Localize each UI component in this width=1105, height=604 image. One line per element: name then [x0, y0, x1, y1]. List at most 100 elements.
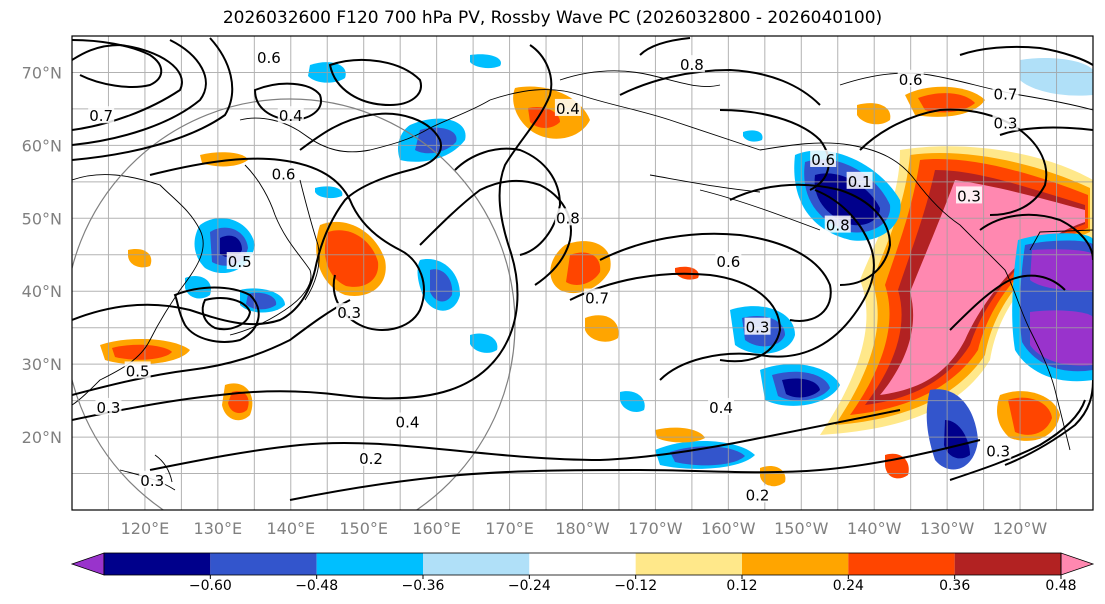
colorbar-tick-label: −0.24	[508, 578, 551, 594]
contour-label: 0.3	[985, 441, 1012, 461]
svg-text:0.6: 0.6	[257, 49, 281, 67]
svg-text:0.3: 0.3	[140, 472, 164, 490]
colorbar-segment	[104, 553, 211, 575]
contour-label: 0.3	[744, 317, 771, 337]
contour-label: 0.6	[897, 69, 924, 89]
lat-tick-label: 60°N	[22, 136, 62, 155]
svg-text:0.3: 0.3	[97, 399, 121, 417]
svg-text:0.3: 0.3	[986, 443, 1010, 461]
contour-label: 0.8	[678, 55, 705, 74]
svg-text:0.6: 0.6	[272, 166, 296, 184]
colorbar: −0.60 −0.48 −0.36 −0.24 −0.12 0.12 0.24 0.36 0.4…	[70, 552, 1095, 594]
colorbar-segment	[423, 553, 530, 575]
colorbar-tick-label: −0.60	[189, 578, 232, 594]
svg-text:0.4: 0.4	[709, 399, 733, 417]
colorbar-tick-label: −0.48	[295, 578, 338, 594]
lon-tick-label: 120°W	[993, 519, 1048, 538]
lon-tick-label: 180°W	[555, 519, 610, 538]
colorbar-tick-label: 0.24	[833, 578, 864, 594]
lon-tick-label: 130°W	[920, 519, 975, 538]
contour-label: 0.1	[846, 171, 873, 191]
svg-text:0.3: 0.3	[337, 304, 361, 322]
svg-text:0.3: 0.3	[957, 187, 981, 205]
colorbar-tick-label: 0.12	[726, 578, 757, 594]
contour-label: 0.2	[358, 448, 385, 468]
svg-text:0.3: 0.3	[994, 115, 1018, 133]
colorbar-tick-label: −0.12	[614, 578, 657, 594]
lat-tick-label: 70°N	[22, 63, 62, 82]
svg-text:0.5: 0.5	[228, 253, 252, 271]
latitude-axis: 70°N 60°N 50°N 40°N 30°N 20°N	[22, 63, 62, 447]
contour-label: 0.3	[336, 303, 363, 322]
map-frame	[71, 35, 1094, 511]
svg-text:0.1: 0.1	[848, 173, 872, 191]
contour-label: 0.3	[95, 397, 122, 417]
svg-text:0.8: 0.8	[556, 209, 580, 227]
lon-tick-label: 170°W	[628, 519, 683, 538]
lon-tick-label: 120°E	[121, 519, 170, 538]
colorbar-segment	[954, 553, 1061, 575]
lon-tick-label: 170°E	[485, 519, 534, 538]
svg-text:0.8: 0.8	[826, 217, 850, 235]
svg-text:0.8: 0.8	[680, 56, 704, 74]
lon-tick-label: 160°W	[701, 519, 756, 538]
contour-label: 0.6	[270, 164, 297, 184]
lon-tick-label: 130°E	[194, 519, 243, 538]
svg-text:0.4: 0.4	[556, 100, 580, 118]
contour-label: 0.7	[88, 106, 115, 125]
contour-label: 0.4	[277, 106, 304, 125]
contour-label: 0.6	[810, 149, 837, 169]
lon-tick-label: 150°W	[774, 519, 829, 538]
lat-tick-label: 40°N	[22, 282, 62, 301]
lat-tick-label: 20°N	[22, 428, 62, 447]
contour-label: 0.2	[744, 485, 771, 504]
svg-text:0.6: 0.6	[716, 253, 740, 271]
lon-tick-label: 160°E	[412, 519, 461, 538]
colorbar-segment	[210, 553, 317, 575]
svg-text:0.5: 0.5	[126, 362, 150, 380]
map-title: 2026032600 F120 700 hPa PV, Rossby Wave …	[222, 8, 883, 28]
colorbar-segment	[635, 553, 742, 575]
svg-text:0.6: 0.6	[899, 71, 923, 89]
coastlines	[72, 70, 1093, 491]
svg-text:0.3: 0.3	[746, 319, 770, 337]
colorbar-segment	[529, 553, 636, 575]
longitude-axis: 120°E 130°E 140°E 150°E 160°E 170°E 180°W 170°W…	[121, 519, 1048, 538]
svg-text:0.7: 0.7	[585, 290, 609, 308]
contour-label: 0.7	[992, 84, 1019, 103]
colorbar-segment	[742, 553, 849, 575]
svg-text:0.2: 0.2	[746, 486, 770, 504]
svg-text:0.6: 0.6	[811, 151, 835, 169]
contour-labels: 0.8 0.6 0.7 0.4 0.6 0.4 0.8 0.7 0.6 0.3 0.4 0.2 0.4 0…	[88, 47, 1019, 504]
svg-text:0.7: 0.7	[994, 85, 1018, 103]
contour-label: 0.6	[715, 252, 742, 271]
contour-label: 0.3	[992, 113, 1019, 133]
lat-tick-label: 50°N	[22, 209, 62, 228]
colorbar-max-triangle	[1060, 552, 1095, 576]
lon-tick-label: 140°W	[847, 519, 902, 538]
svg-text:0.4: 0.4	[396, 413, 420, 431]
colorbar-segment	[848, 553, 955, 575]
colorbar-tick-label: 0.48	[1045, 578, 1076, 594]
lat-tick-label: 30°N	[22, 355, 62, 374]
contour-label: 0.5	[124, 361, 151, 380]
contour-label: 0.4	[708, 397, 735, 417]
svg-text:0.2: 0.2	[359, 450, 383, 468]
reference-circle	[72, 98, 516, 510]
contour-label: 0.4	[394, 412, 421, 431]
lon-tick-label: 150°E	[339, 519, 388, 538]
colorbar-tick-label: −0.36	[402, 578, 445, 594]
svg-text:0.4: 0.4	[279, 107, 303, 125]
lon-tick-label: 140°E	[266, 519, 315, 538]
contour-label: 0.3	[956, 186, 983, 205]
contour-label: 0.8	[554, 208, 581, 227]
contour-label: 0.7	[584, 288, 611, 308]
colorbar-segment	[316, 553, 423, 575]
pv-contours	[72, 37, 1093, 501]
contour-label: 0.4	[554, 98, 581, 118]
colorbar-min-triangle	[70, 552, 105, 576]
contour-label: 0.5	[226, 252, 253, 271]
contour-label: 0.3	[139, 470, 166, 490]
contour-label: 0.6	[255, 47, 282, 67]
